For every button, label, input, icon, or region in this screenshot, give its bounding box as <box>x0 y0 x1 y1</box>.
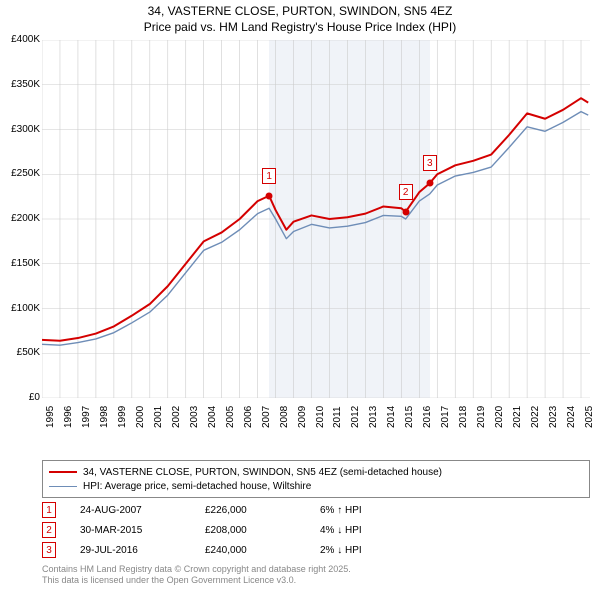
y-tick-label: £400K <box>2 34 40 45</box>
sales-date-2: 30-MAR-2015 <box>80 525 205 536</box>
sales-change-1: 6% ↑ HPI <box>320 505 420 516</box>
sales-date-3: 29-JUL-2016 <box>80 545 205 556</box>
x-tick-label: 2023 <box>548 406 559 428</box>
footer-attribution: Contains HM Land Registry data © Crown c… <box>42 564 351 586</box>
x-tick-label: 2001 <box>153 406 164 428</box>
y-tick-label: £350K <box>2 79 40 90</box>
footer-line-1: Contains HM Land Registry data © Crown c… <box>42 564 351 575</box>
x-tick-label: 2022 <box>530 406 541 428</box>
x-tick-label: 2025 <box>584 406 595 428</box>
chart-container: 34, VASTERNE CLOSE, PURTON, SWINDON, SN5… <box>0 0 600 590</box>
sales-change-3: 2% ↓ HPI <box>320 545 420 556</box>
x-tick-label: 2003 <box>189 406 200 428</box>
sales-marker-3: 3 <box>42 542 56 558</box>
title-line-2: Price paid vs. HM Land Registry's House … <box>0 20 600 36</box>
x-tick-label: 2002 <box>171 406 182 428</box>
sales-row-3: 3 29-JUL-2016 £240,000 2% ↓ HPI <box>42 540 420 560</box>
x-tick-label: 2009 <box>297 406 308 428</box>
x-tick-label: 1999 <box>117 406 128 428</box>
legend: 34, VASTERNE CLOSE, PURTON, SWINDON, SN5… <box>42 460 590 498</box>
chart-title: 34, VASTERNE CLOSE, PURTON, SWINDON, SN5… <box>0 0 600 35</box>
x-tick-label: 2016 <box>422 406 433 428</box>
sales-row-2: 2 30-MAR-2015 £208,000 4% ↓ HPI <box>42 520 420 540</box>
x-tick-label: 2000 <box>135 406 146 428</box>
y-tick-label: £50K <box>2 347 40 358</box>
sale-marker-box: 1 <box>262 168 276 184</box>
y-tick-label: £100K <box>2 303 40 314</box>
sales-change-2: 4% ↓ HPI <box>320 525 420 536</box>
sales-price-2: £208,000 <box>205 525 320 536</box>
sales-price-1: £226,000 <box>205 505 320 516</box>
x-tick-label: 1996 <box>63 406 74 428</box>
x-tick-label: 2021 <box>512 406 523 428</box>
x-tick-label: 2010 <box>315 406 326 428</box>
x-tick-label: 2024 <box>566 406 577 428</box>
sales-table: 1 24-AUG-2007 £226,000 6% ↑ HPI 2 30-MAR… <box>42 500 420 560</box>
footer-line-2: This data is licensed under the Open Gov… <box>42 575 351 586</box>
legend-item-property: 34, VASTERNE CLOSE, PURTON, SWINDON, SN5… <box>49 465 583 479</box>
x-tick-label: 1998 <box>99 406 110 428</box>
y-tick-label: £200K <box>2 213 40 224</box>
x-tick-label: 2019 <box>476 406 487 428</box>
sales-row-1: 1 24-AUG-2007 £226,000 6% ↑ HPI <box>42 500 420 520</box>
plot-region: £0£50K£100K£150K£200K£250K£300K£350K£400… <box>42 40 590 398</box>
x-tick-label: 2007 <box>261 406 272 428</box>
sales-marker-1: 1 <box>42 502 56 518</box>
x-tick-label: 2014 <box>386 406 397 428</box>
x-tick-label: 2013 <box>368 406 379 428</box>
x-tick-label: 2017 <box>440 406 451 428</box>
sales-price-3: £240,000 <box>205 545 320 556</box>
sale-dot <box>402 208 409 215</box>
sale-dot <box>266 192 273 199</box>
chart-area: £0£50K£100K£150K£200K£250K£300K£350K£400… <box>42 40 590 430</box>
title-line-1: 34, VASTERNE CLOSE, PURTON, SWINDON, SN5… <box>0 4 600 20</box>
x-tick-label: 2015 <box>404 406 415 428</box>
sale-marker-box: 2 <box>399 184 413 200</box>
x-tick-label: 2012 <box>350 406 361 428</box>
x-tick-label: 2008 <box>279 406 290 428</box>
sales-marker-2: 2 <box>42 522 56 538</box>
legend-swatch-property <box>49 471 77 473</box>
x-tick-label: 2004 <box>207 406 218 428</box>
y-tick-label: £0 <box>2 392 40 403</box>
x-tick-label: 2020 <box>494 406 505 428</box>
y-tick-label: £250K <box>2 168 40 179</box>
y-tick-label: £150K <box>2 258 40 269</box>
x-tick-label: 1995 <box>45 406 56 428</box>
sales-date-1: 24-AUG-2007 <box>80 505 205 516</box>
x-axis-labels: 1995 1996 1997 1998 1999 2000 2001 2002 2003 2004… <box>42 400 590 430</box>
sale-marker-box: 3 <box>423 155 437 171</box>
x-tick-label: 2011 <box>332 406 343 428</box>
legend-swatch-hpi <box>49 486 77 487</box>
x-tick-label: 2018 <box>458 406 469 428</box>
legend-label-hpi: HPI: Average price, semi-detached house,… <box>83 481 311 492</box>
legend-item-hpi: HPI: Average price, semi-detached house,… <box>49 479 583 493</box>
x-tick-label: 2006 <box>243 406 254 428</box>
x-tick-label: 1997 <box>81 406 92 428</box>
x-tick-label: 2005 <box>225 406 236 428</box>
sale-dot <box>426 180 433 187</box>
legend-label-property: 34, VASTERNE CLOSE, PURTON, SWINDON, SN5… <box>83 467 442 478</box>
y-tick-label: £300K <box>2 124 40 135</box>
